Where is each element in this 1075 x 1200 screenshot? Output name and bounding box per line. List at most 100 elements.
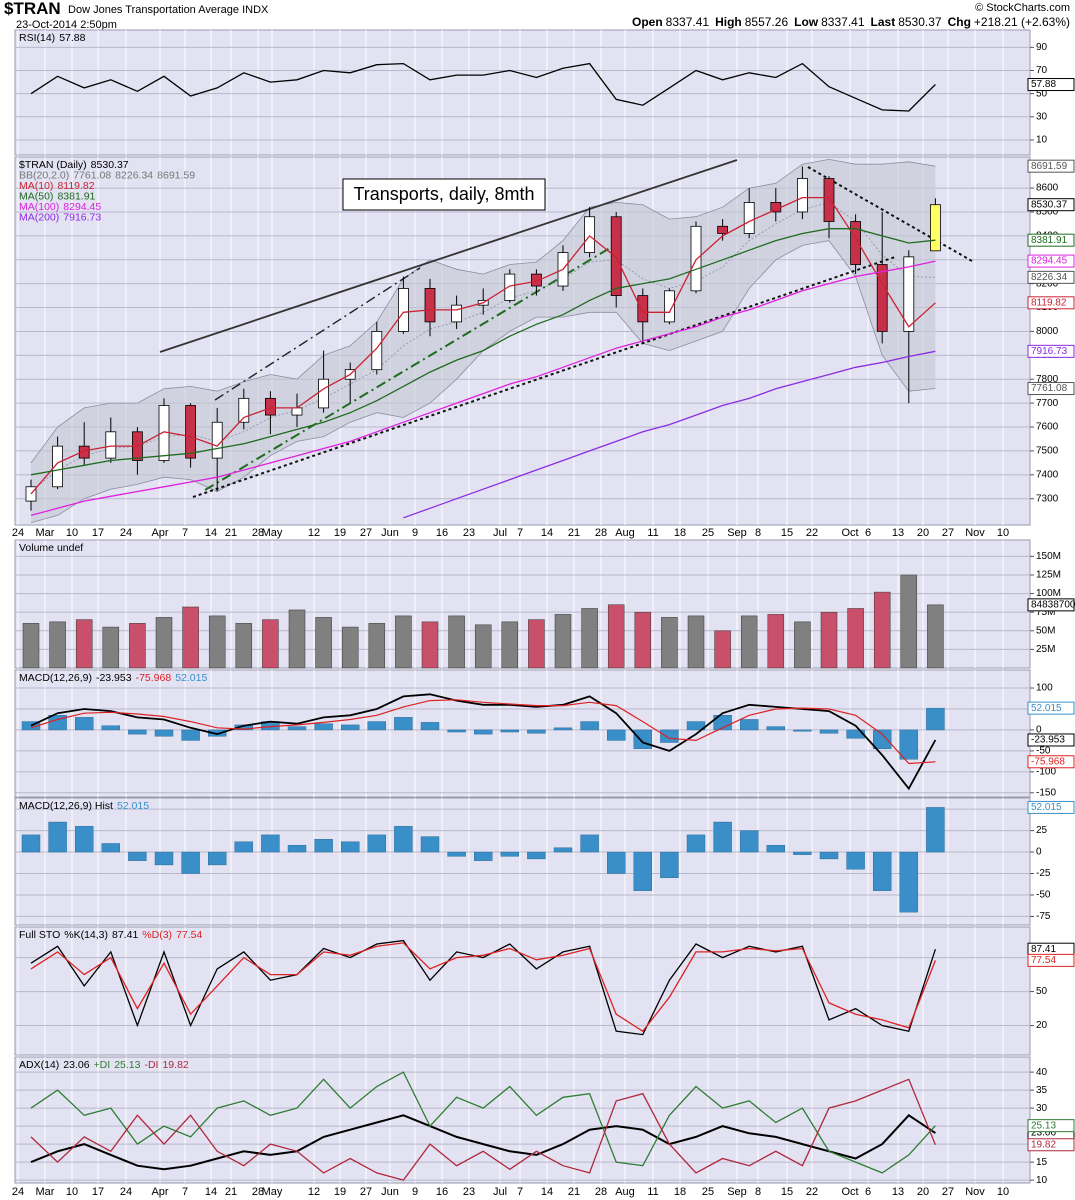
volume-bar bbox=[501, 621, 519, 669]
value-box-label: -75.968 bbox=[1031, 756, 1065, 767]
histogram-bar bbox=[926, 807, 945, 853]
legend-text: MA(100) bbox=[19, 201, 59, 213]
histogram-bar bbox=[686, 834, 706, 853]
y-tick-label: 15 bbox=[1036, 1157, 1048, 1168]
volume-bar bbox=[634, 611, 652, 669]
legend: MA(100) 8294.45 bbox=[19, 201, 101, 213]
histogram-bar bbox=[580, 721, 599, 731]
value-box-label: 57.88 bbox=[1031, 79, 1056, 90]
x-tick-label: 17 bbox=[92, 527, 104, 539]
x-tick-label: 18 bbox=[674, 527, 686, 539]
legend: MA(200) 7916.73 bbox=[19, 211, 101, 223]
histogram-bar bbox=[74, 826, 94, 853]
legend-text: BB(20,2.0) bbox=[19, 169, 69, 181]
x-tick-label: Oct bbox=[841, 1186, 858, 1198]
candle-body bbox=[291, 407, 303, 416]
value-box-label: 8691.59 bbox=[1031, 161, 1068, 172]
x-tick-label: 19 bbox=[334, 1186, 346, 1198]
histogram-bar bbox=[154, 729, 174, 737]
y-tick-label: 125M bbox=[1036, 570, 1061, 581]
x-tick-label: Mar bbox=[36, 527, 55, 539]
x-tick-label: Aug bbox=[615, 1186, 635, 1198]
y-tick-label: -50 bbox=[1036, 746, 1051, 757]
value-box bbox=[1027, 198, 1075, 212]
legend-text: 8381.91 bbox=[57, 190, 95, 202]
x-tick-label: Jun bbox=[381, 527, 399, 539]
x-tick-label: 14 bbox=[205, 1186, 217, 1198]
histogram-bar bbox=[873, 729, 892, 749]
x-tick-label: 22 bbox=[806, 1186, 818, 1198]
candle-body bbox=[185, 405, 197, 459]
series-line bbox=[30, 260, 936, 517]
histogram-bar bbox=[766, 844, 785, 853]
y-tick-label: 30 bbox=[1036, 1103, 1048, 1114]
header: $TRAN Dow Jones Transportation Average I… bbox=[4, 0, 269, 18]
series-line bbox=[403, 350, 936, 519]
histogram-bar bbox=[633, 851, 652, 891]
histogram-bar bbox=[341, 841, 360, 853]
legend-text: 8119.82 bbox=[57, 180, 94, 192]
x-tick-label: 7 bbox=[182, 527, 188, 539]
quote-value: 8337.41 bbox=[821, 15, 865, 29]
x-tick-label: 22 bbox=[806, 527, 818, 539]
histogram-bar bbox=[314, 838, 333, 853]
value-box bbox=[1027, 78, 1075, 92]
histogram-bar bbox=[873, 851, 892, 891]
x-tick-label: 7 bbox=[182, 1186, 188, 1198]
y-tick-label: 70 bbox=[1036, 65, 1048, 76]
x-tick-label: 21 bbox=[225, 1186, 237, 1198]
histogram-bar bbox=[101, 843, 121, 853]
legend: ADX(14) 23.06 +DI 25.13 -DI 19.82 bbox=[19, 1059, 189, 1071]
x-tick-label: Jun bbox=[381, 1186, 399, 1198]
candle-body bbox=[610, 216, 622, 296]
series-line bbox=[30, 693, 937, 791]
legend-text: 77.54 bbox=[176, 929, 202, 941]
x-tick-label: 28 bbox=[252, 527, 264, 539]
value-box-label: 7916.73 bbox=[1031, 346, 1068, 357]
candle-body bbox=[264, 397, 276, 416]
histogram-bar bbox=[394, 826, 413, 853]
value-box-label: 23.06 bbox=[1031, 1128, 1056, 1139]
quote-label: Low bbox=[794, 15, 819, 29]
x-tick-label: 24 bbox=[120, 1186, 132, 1198]
x-tick-label: 15 bbox=[781, 1186, 793, 1198]
x-tick-label: 25 bbox=[702, 527, 714, 539]
histogram-bar bbox=[101, 725, 121, 731]
legend: Full STO %K(14,3) 87.41 %D(3) 77.54 bbox=[19, 929, 202, 941]
value-box bbox=[1027, 1119, 1075, 1133]
x-tick-label: 8 bbox=[755, 527, 761, 539]
legend-text: 8294.45 bbox=[63, 201, 101, 213]
y-tick-label: 75M bbox=[1036, 607, 1055, 618]
series-line bbox=[30, 942, 937, 1033]
x-tick-label: 24 bbox=[12, 527, 24, 539]
x-tick-label: 23 bbox=[463, 527, 475, 539]
candle-body bbox=[690, 225, 702, 292]
value-box-label: 8381.91 bbox=[1031, 235, 1068, 246]
histogram-bar bbox=[394, 717, 413, 731]
value-box bbox=[1027, 755, 1075, 769]
x-tick-label: 17 bbox=[92, 1186, 104, 1198]
candle-body bbox=[823, 178, 835, 222]
quote: Open 8337.41 High 8557.26 Low 8337.41 Last 8530… bbox=[632, 15, 1070, 29]
histogram-bar bbox=[740, 830, 759, 853]
volume-bar bbox=[474, 624, 492, 669]
y-tick-label: -150 bbox=[1036, 787, 1056, 798]
x-tick-label: Mar bbox=[36, 1186, 55, 1198]
legend-text: 25.13 bbox=[114, 1059, 140, 1071]
quote-label: High bbox=[715, 15, 742, 29]
legend-text: 23.06 bbox=[63, 1059, 89, 1071]
x-tick-label: 13 bbox=[892, 1186, 904, 1198]
y-tick-label: 90 bbox=[1036, 42, 1048, 53]
y-tick-label: 20 bbox=[1036, 1020, 1048, 1031]
value-box bbox=[1027, 296, 1075, 310]
value-box-label: 8294.45 bbox=[1031, 256, 1068, 267]
candle-body bbox=[238, 397, 250, 423]
legend-text: -DI bbox=[144, 1059, 158, 1071]
histogram-bar bbox=[500, 729, 519, 733]
value-box bbox=[1027, 382, 1075, 396]
legend-text: Full STO bbox=[19, 929, 60, 941]
x-tick-label: 13 bbox=[892, 527, 904, 539]
legend: MACD(12,26,9) -23.953 -75.968 52.015 bbox=[19, 672, 207, 684]
value-box bbox=[1027, 1138, 1075, 1152]
histogram-bar bbox=[287, 726, 307, 731]
